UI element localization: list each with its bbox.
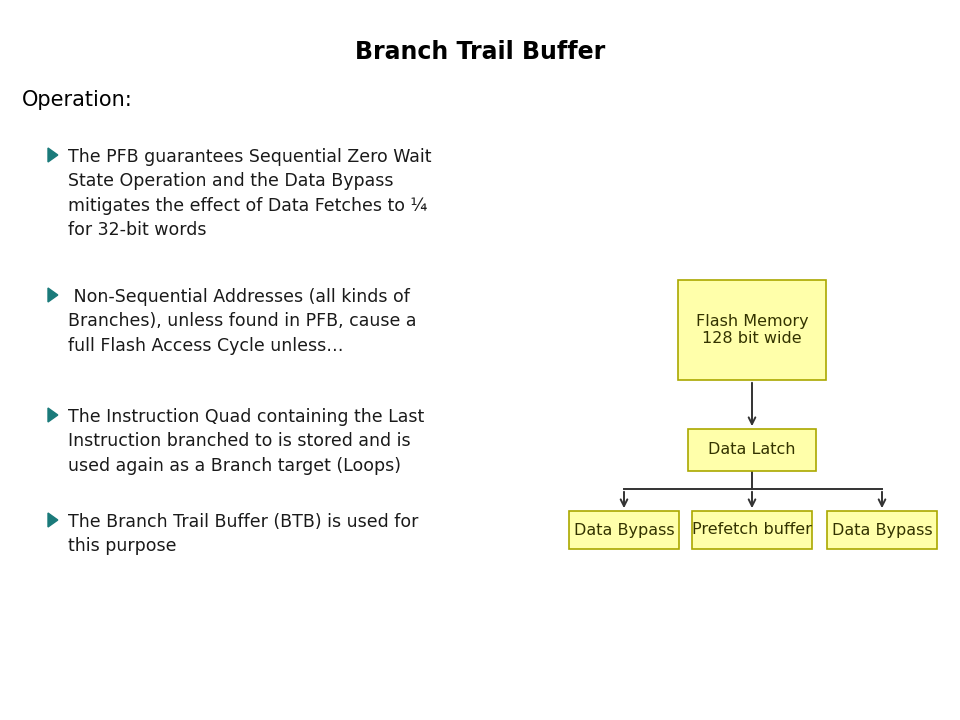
Bar (827, 511, 937, 549)
Text: The Instruction Quad containing the Last
Instruction branched to is stored and i: The Instruction Quad containing the Last… (68, 408, 424, 474)
Text: Data Bypass: Data Bypass (574, 523, 674, 538)
Text: Prefetch buffer: Prefetch buffer (692, 523, 812, 538)
Text: The Branch Trail Buffer (BTB) is used for
this purpose: The Branch Trail Buffer (BTB) is used fo… (68, 513, 419, 555)
Bar (678, 280, 826, 380)
Polygon shape (48, 408, 58, 422)
Text: Branch Trail Buffer: Branch Trail Buffer (355, 40, 605, 64)
Polygon shape (48, 288, 58, 302)
Text: Non-Sequential Addresses (all kinds of
Branches), unless found in PFB, cause a
f: Non-Sequential Addresses (all kinds of B… (68, 288, 417, 355)
Text: Operation:: Operation: (22, 90, 132, 110)
Text: The PFB guarantees Sequential Zero Wait
State Operation and the Data Bypass
miti: The PFB guarantees Sequential Zero Wait … (68, 148, 431, 239)
Text: Data Bypass: Data Bypass (831, 523, 932, 538)
Polygon shape (48, 148, 58, 162)
Text: Flash Memory
128 bit wide: Flash Memory 128 bit wide (696, 314, 808, 346)
Polygon shape (48, 513, 58, 527)
Bar (688, 429, 816, 471)
Text: Data Latch: Data Latch (708, 443, 796, 457)
Bar (569, 511, 679, 549)
Bar (692, 511, 812, 549)
